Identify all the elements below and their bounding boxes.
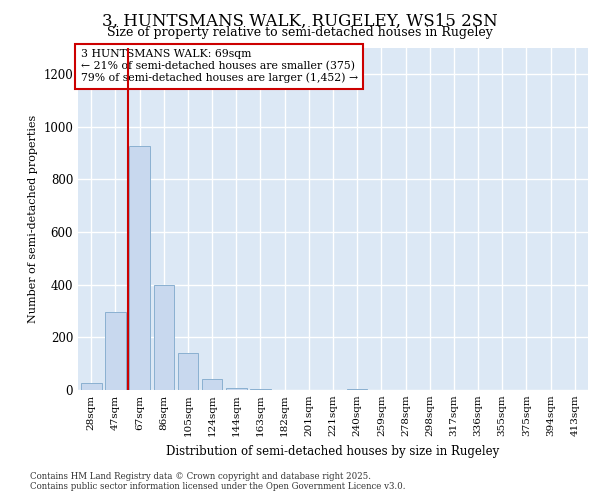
Text: Contains HM Land Registry data © Crown copyright and database right 2025.: Contains HM Land Registry data © Crown c… [30,472,371,481]
Bar [130,146,150,390]
X-axis label: Distribution of semi-detached houses by size in Rugeley: Distribution of semi-detached houses by … [166,445,500,458]
Text: Contains public sector information licensed under the Open Government Licence v3: Contains public sector information licen… [30,482,406,491]
Bar [105,312,126,390]
Text: 3, HUNTSMANS WALK, RUGELEY, WS15 2SN: 3, HUNTSMANS WALK, RUGELEY, WS15 2SN [102,12,498,29]
Bar [178,353,198,390]
Bar [226,388,247,390]
Bar [202,380,223,390]
Text: 3 HUNTSMANS WALK: 69sqm
← 21% of semi-detached houses are smaller (375)
79% of s: 3 HUNTSMANS WALK: 69sqm ← 21% of semi-de… [80,49,358,84]
Text: Size of property relative to semi-detached houses in Rugeley: Size of property relative to semi-detach… [107,26,493,39]
Y-axis label: Number of semi-detached properties: Number of semi-detached properties [28,114,38,323]
Bar [81,384,101,390]
Bar [154,284,174,390]
